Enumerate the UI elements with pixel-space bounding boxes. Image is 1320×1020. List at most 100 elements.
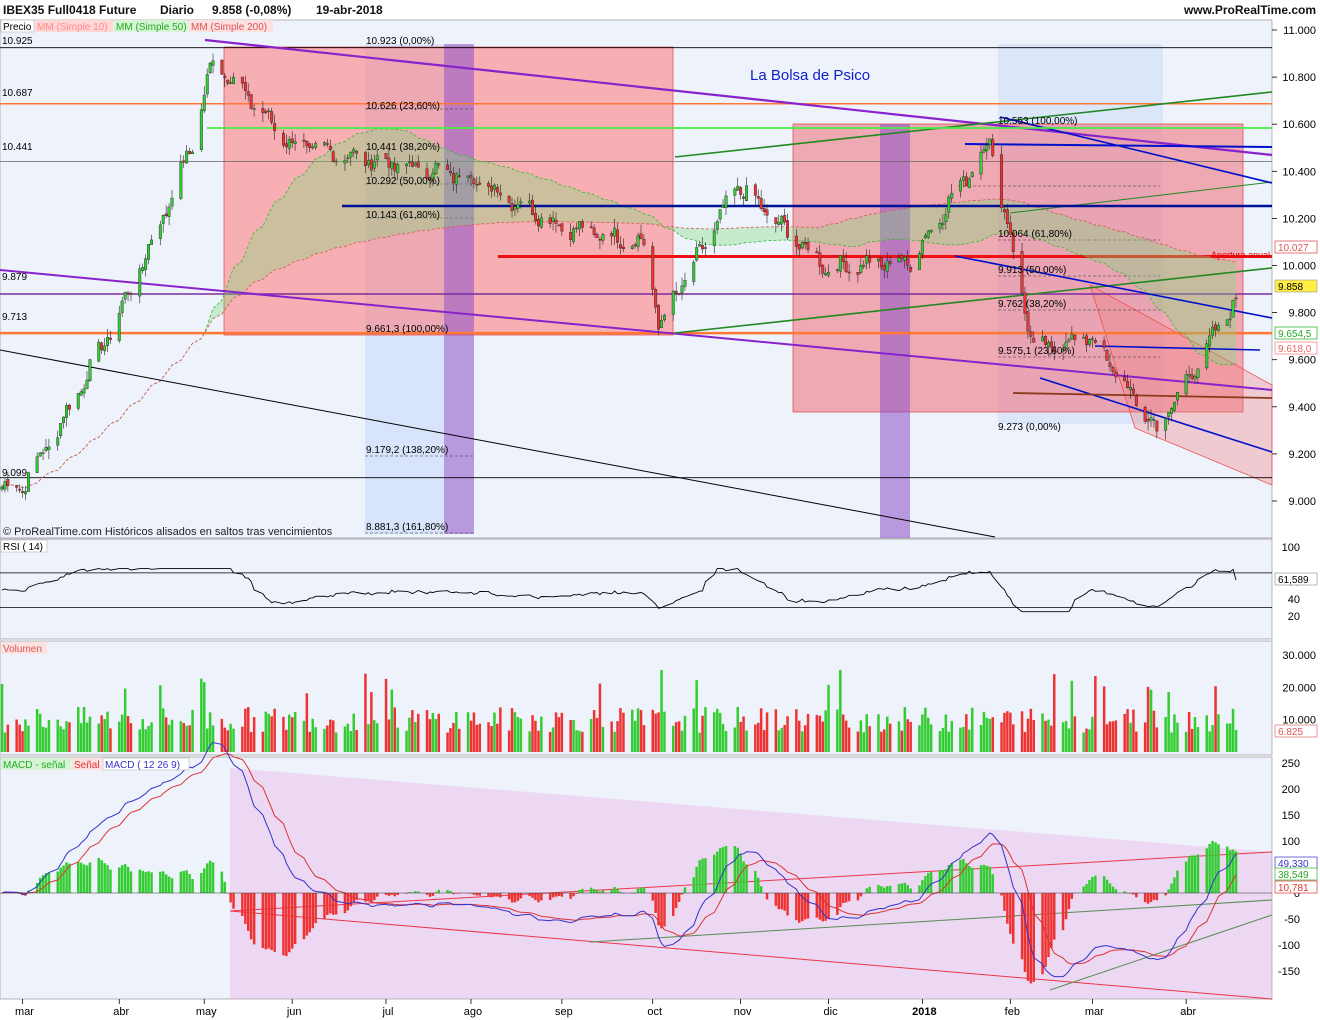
macd-histogram-bar [185, 870, 188, 893]
volume-bar [24, 719, 27, 752]
x-tick-label: jul [381, 1006, 393, 1018]
volume-bar [745, 730, 748, 752]
price-tick-label: 10.400 [1282, 166, 1316, 178]
volume-bar [349, 731, 353, 752]
volume-bar [528, 731, 531, 752]
candle-body [1146, 419, 1150, 422]
macd-histogram-bar [220, 871, 224, 893]
macd-histogram-bar [206, 863, 209, 893]
candle-body [929, 229, 933, 233]
volume-bar [384, 678, 388, 752]
volume-bar [1123, 714, 1126, 752]
macd-histogram-bar [701, 858, 704, 893]
candle-body [712, 230, 716, 247]
candle-body [1087, 339, 1091, 345]
volume-bar [203, 682, 206, 752]
volume-bar [903, 707, 907, 752]
macd-tick-label: 200 [1282, 784, 1300, 796]
candle-body [270, 111, 274, 123]
volume-bar [1231, 708, 1235, 752]
volume-bar [396, 727, 399, 752]
volume-bar [924, 707, 927, 752]
candle-body [59, 423, 63, 437]
volume-bar [762, 730, 766, 752]
candle-body [959, 180, 962, 192]
volume-bar [487, 722, 490, 752]
macd-histogram-bar [798, 893, 801, 923]
legend-price: Precio [3, 22, 32, 33]
candle-body [38, 452, 42, 457]
volume-bar [167, 724, 171, 752]
candle-body [1067, 339, 1071, 342]
macd-histogram-bar [1044, 893, 1047, 967]
candle-body [410, 161, 414, 167]
macd-histogram-bar [408, 892, 411, 893]
volume-bar [329, 719, 332, 752]
volume-bar [118, 721, 121, 752]
macd-histogram-bar [390, 893, 394, 895]
macd-histogram-bar [929, 871, 933, 893]
macd-histogram-bar [1085, 884, 1088, 893]
candle-body [369, 159, 373, 171]
candle-body [539, 217, 543, 228]
candle-body [1208, 335, 1212, 347]
macd-histogram-bar [683, 887, 687, 893]
candle-body [469, 175, 473, 178]
candle-body [592, 227, 596, 235]
candle-body [490, 185, 493, 192]
volume-bar [847, 727, 851, 752]
macd-histogram-bar [1023, 893, 1027, 972]
candle-body [1114, 372, 1118, 378]
volume-bar [18, 724, 21, 752]
level-label-10925: 10.925 [2, 36, 33, 47]
candle-body [821, 264, 825, 274]
candle-body [589, 226, 593, 228]
candle-body [393, 162, 397, 172]
fib-right-4: 9.575,1 (23,60%) [998, 346, 1075, 357]
macd-histogram-bar [672, 893, 675, 916]
candle-body [578, 221, 581, 230]
candle-body [671, 290, 675, 315]
volume-bar [1023, 731, 1027, 752]
macd-histogram-bar [721, 847, 725, 893]
candle-body [452, 172, 455, 183]
volume-bar [0, 683, 4, 752]
volume-bar [569, 720, 572, 752]
candle-body [745, 185, 748, 202]
candle-body [62, 416, 65, 424]
macd-histogram-bar [1164, 893, 1167, 896]
volume-bar [226, 730, 229, 752]
macd-histogram-bar [200, 873, 203, 893]
volume-bar [247, 707, 250, 752]
macd-histogram-bar [1187, 856, 1191, 893]
volume-bar [308, 731, 311, 752]
price-tick-label: 9.200 [1288, 449, 1316, 461]
legend-ma50-box [114, 20, 188, 32]
candle-body [774, 217, 778, 224]
candle-body [211, 60, 215, 66]
fib-left-2: 10.441 (38,20%) [366, 142, 440, 153]
macd-histogram-bar [941, 870, 945, 893]
macd-histogram-bar [639, 887, 643, 893]
macd-histogram-bar [387, 893, 391, 896]
macd-histogram-bar [642, 887, 646, 893]
candle-body [1032, 337, 1036, 343]
macd-histogram-bar [1170, 883, 1173, 893]
macd-histogram-bar [264, 893, 268, 950]
volume-bar [417, 713, 420, 752]
macd-histogram-bar [472, 893, 476, 895]
candle-body [1214, 324, 1218, 331]
volume-bar [1070, 680, 1074, 752]
candle-body [534, 213, 537, 222]
macd-histogram-bar [1041, 893, 1044, 975]
macd-histogram-bar [733, 846, 737, 893]
macd-histogram-bar [88, 862, 92, 893]
volume-bar [41, 726, 45, 752]
macd-histogram-bar [144, 871, 147, 893]
candle-body [35, 456, 39, 473]
macd-histogram-bar [311, 893, 314, 929]
volume-bar [85, 722, 89, 752]
candle-body [753, 184, 757, 196]
macd-histogram-bar [865, 888, 868, 893]
legend-ma10-box [35, 20, 113, 32]
